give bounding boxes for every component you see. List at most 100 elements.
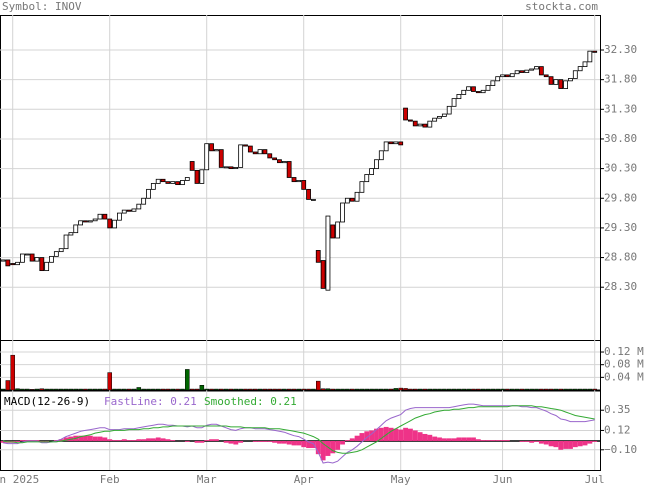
histogram-bar [165, 439, 171, 441]
histogram-bar [291, 440, 297, 446]
candle-body [107, 218, 113, 229]
candle-body [0, 259, 6, 262]
volume-bar [301, 388, 306, 391]
candle-body [199, 169, 205, 184]
histogram-bar [354, 435, 360, 441]
volume-bar [403, 388, 408, 391]
histogram-bar [369, 430, 375, 441]
candle-body [548, 76, 554, 85]
histogram-bar [582, 440, 588, 446]
volume-bar [180, 388, 185, 391]
volume-bar [354, 388, 360, 391]
histogram-bar [296, 440, 302, 446]
volume-bar [209, 388, 214, 391]
volume-bar [320, 388, 326, 391]
candle-body [189, 161, 195, 171]
y-tick-label: 0.35 [604, 403, 631, 416]
histogram-bar [393, 428, 399, 441]
y-tick-label: 29.30 [604, 221, 637, 234]
histogram-bar [117, 440, 122, 441]
candle-body [412, 120, 418, 127]
candle-body [538, 66, 544, 76]
legend-entry: Smoothed: 0.21 [204, 395, 297, 408]
volume-bar [68, 388, 74, 391]
volume-bar [490, 388, 496, 391]
volume-bar [233, 388, 239, 391]
volume-bar [388, 388, 394, 391]
volume-bar [204, 388, 209, 391]
volume-bar [185, 369, 190, 391]
site: stockta.com [525, 0, 598, 13]
histogram-bar [126, 440, 132, 441]
histogram-bar [475, 439, 481, 441]
histogram-bar [83, 435, 88, 441]
candle-body [422, 123, 428, 128]
candle-body [291, 177, 297, 183]
candle-body [495, 76, 501, 82]
candle-body [209, 143, 214, 152]
candle-body [524, 69, 530, 73]
macd-line [2, 403, 595, 464]
volume-bar [325, 388, 331, 391]
symbol: Symbol: INOV [2, 0, 82, 13]
volume-bar [413, 388, 418, 391]
candle-body [39, 257, 45, 272]
volume-bar [267, 388, 272, 391]
y-tick-label: −0.10 [604, 443, 637, 456]
histogram-bar [281, 440, 287, 444]
volume-bar [262, 388, 268, 391]
histogram-bar [374, 428, 379, 441]
volume-bar [335, 388, 340, 391]
y-tick-label: 30.30 [604, 162, 637, 175]
candle-body [592, 50, 598, 53]
candle-body [29, 253, 35, 262]
histogram-bar [437, 437, 442, 441]
candle-body [233, 167, 239, 170]
volume-bar [349, 388, 355, 391]
histogram-bar [252, 440, 258, 442]
candle-body [175, 181, 181, 186]
candle-body [320, 260, 326, 289]
volume-bar [88, 388, 93, 391]
histogram-bar [548, 440, 554, 447]
x-tick-label: Apr [294, 473, 314, 486]
candle-body [121, 209, 127, 214]
histogram-bar [306, 440, 311, 449]
histogram-bar [194, 440, 200, 443]
histogram-bar [592, 440, 598, 442]
candle-body [204, 143, 210, 171]
volume-bar [296, 388, 302, 391]
histogram-bar [20, 440, 25, 441]
candle-body [310, 199, 316, 201]
volume-bar [189, 388, 195, 391]
volume-bar [306, 388, 311, 391]
volume-bar [534, 388, 539, 391]
volume-bar [582, 388, 588, 391]
volume-bar [563, 388, 568, 391]
histogram-bar [340, 440, 345, 445]
candle-body [359, 181, 365, 193]
histogram-bar [238, 440, 244, 443]
histogram-bar [97, 436, 103, 441]
candle-body [15, 261, 20, 266]
candle-body [267, 153, 273, 159]
volume-bar [175, 388, 180, 391]
volume-bar [257, 388, 263, 391]
candle-body [10, 263, 16, 266]
candle-body [446, 105, 452, 115]
volume-bar [577, 388, 583, 391]
candle-body [228, 166, 234, 170]
candle-body [243, 144, 248, 147]
volume-bar [160, 388, 166, 391]
histogram-bar [87, 435, 93, 441]
volume-bar [510, 388, 515, 391]
candle-body [146, 188, 151, 199]
candle-body [247, 145, 253, 153]
volume-bar [422, 388, 428, 391]
volume-bar [131, 388, 137, 391]
histogram-bar [272, 440, 278, 443]
frame [0, 15, 601, 471]
candle-body [301, 180, 307, 190]
candle-body [83, 220, 88, 223]
